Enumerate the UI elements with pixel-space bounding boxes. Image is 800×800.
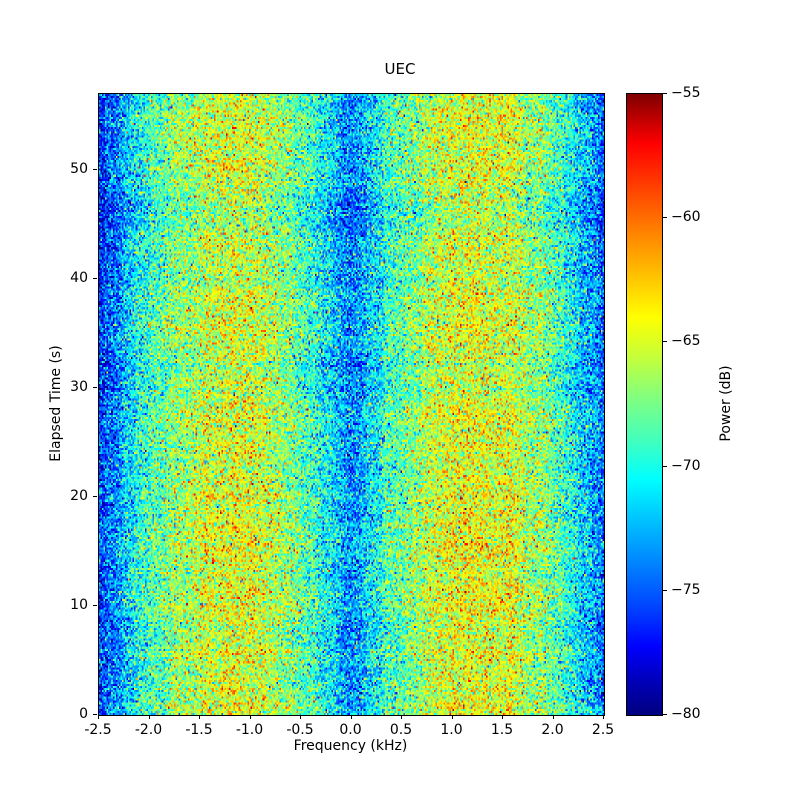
x-tick-mark <box>502 715 503 719</box>
colorbar-tick-label: −55 <box>671 85 701 101</box>
y-tick-mark <box>93 714 97 715</box>
x-tick-mark <box>249 715 251 719</box>
x-tick-label: 2.0 <box>541 722 564 738</box>
y-tick-label: 10 <box>70 597 88 614</box>
colorbar-tick-mark <box>663 465 667 467</box>
y-tick-label: 0 <box>79 706 88 722</box>
x-tick-mark <box>300 715 301 719</box>
colorbar-tick-mark <box>663 341 667 343</box>
x-tick-label: 2.5 <box>591 722 615 738</box>
colorbar-tick-mark <box>663 714 667 715</box>
x-tick-mark <box>199 715 200 719</box>
x-tick-label: 1.5 <box>490 722 514 738</box>
title-line-station: UEC <box>384 60 416 78</box>
y-tick-mark <box>93 169 97 171</box>
x-tick-mark <box>552 715 554 719</box>
y-tick-mark <box>93 605 97 607</box>
x-tick-label: 0.5 <box>389 722 413 738</box>
colorbar-gradient <box>627 94 662 715</box>
x-tick-mark <box>401 715 402 719</box>
colorbar-tick-mark <box>663 589 667 591</box>
x-tick-mark <box>350 715 352 719</box>
colorbar <box>626 93 663 716</box>
x-tick-label: -2.5 <box>84 722 112 738</box>
y-tick-label: 20 <box>70 488 88 505</box>
x-tick-label: -0.5 <box>286 722 314 738</box>
x-tick-mark <box>98 715 99 719</box>
x-tick-mark <box>148 715 150 719</box>
colorbar-tick-label: −75 <box>671 581 701 598</box>
x-tick-label: -1.0 <box>235 722 264 738</box>
y-axis-label: Elapsed Time (s) <box>48 345 64 462</box>
colorbar-tick-label: −60 <box>671 209 701 226</box>
x-tick-label: 0.0 <box>339 722 362 738</box>
colorbar-tick-label: −80 <box>671 706 701 722</box>
x-tick-label: -2.0 <box>134 722 163 738</box>
x-tick-label: 1.0 <box>440 722 463 738</box>
colorbar-label: Power (dB) <box>718 365 734 442</box>
colorbar-tick-label: −70 <box>671 457 701 474</box>
spectrogram-plot-area <box>98 93 605 716</box>
x-axis-label: Frequency (kHz) <box>293 738 408 754</box>
x-tick-mark <box>451 715 453 719</box>
y-tick-label: 50 <box>70 161 88 178</box>
y-tick-mark <box>93 496 97 498</box>
colorbar-tick-mark <box>663 93 667 94</box>
y-tick-label: 40 <box>70 270 88 287</box>
colorbar-tick-mark <box>663 217 667 219</box>
colorbar-tick-label: −65 <box>671 333 701 350</box>
y-tick-label: 30 <box>70 379 88 396</box>
y-tick-mark <box>93 387 97 389</box>
spectrogram-heatmap <box>99 94 604 715</box>
y-tick-mark <box>93 278 97 280</box>
x-tick-label: -1.5 <box>185 722 213 738</box>
x-tick-mark <box>603 715 604 719</box>
